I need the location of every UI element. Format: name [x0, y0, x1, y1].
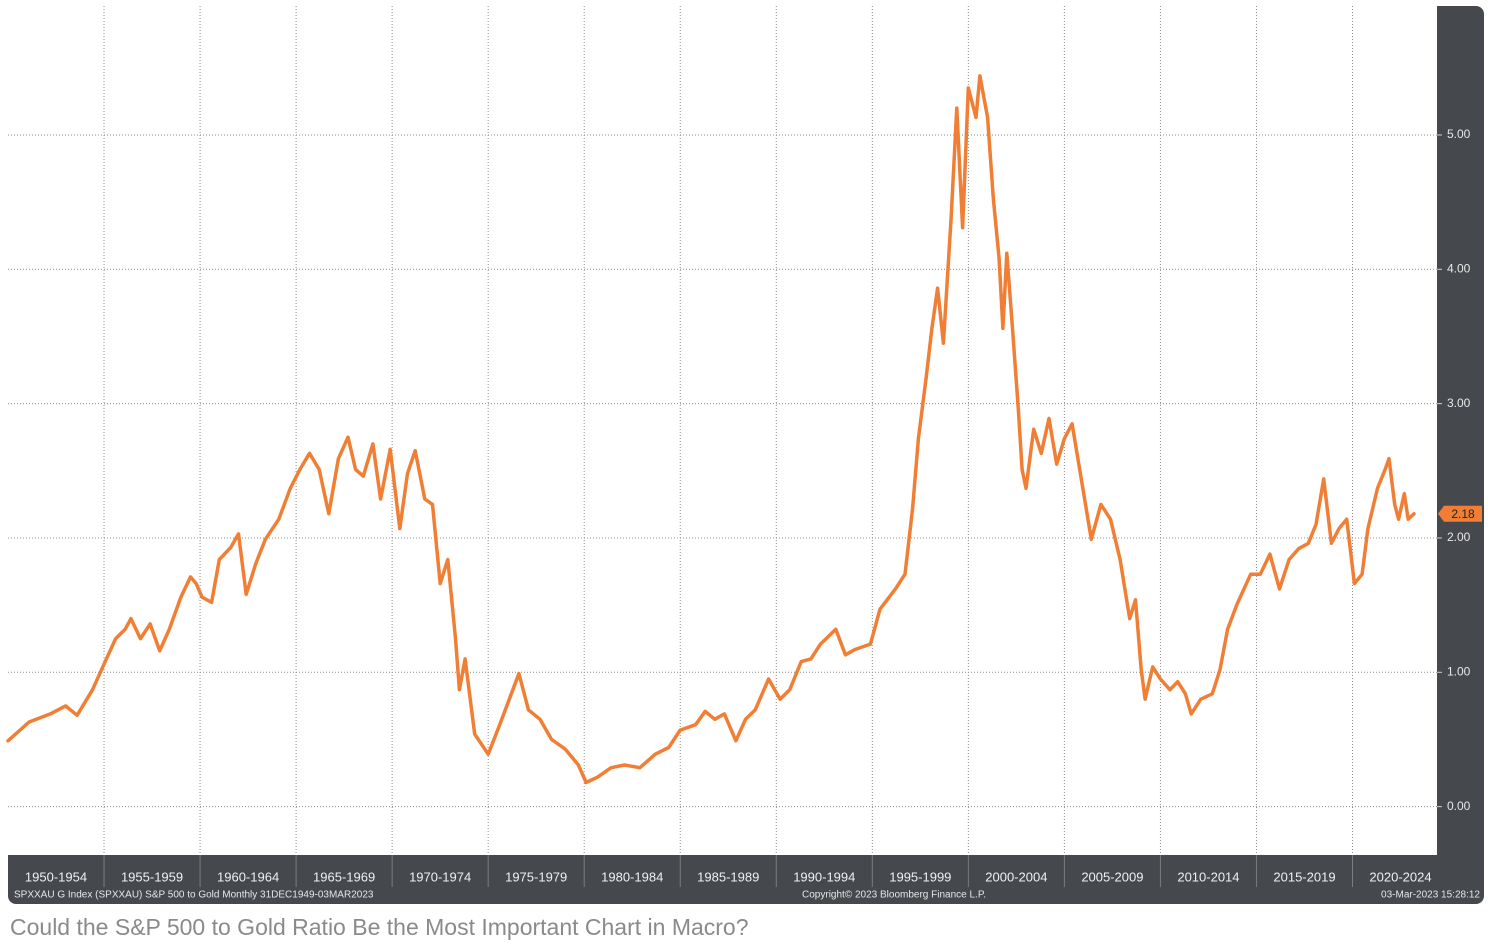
x-tick-label: 2020-2024: [1369, 869, 1431, 884]
x-tick-label: 1950-1954: [25, 869, 87, 884]
x-tick-label: 1980-1984: [601, 869, 663, 884]
y-tick-label: 3.00: [1447, 396, 1471, 410]
y-tick-label: 5.00: [1447, 127, 1471, 141]
y-tick-label: 1.00: [1447, 664, 1471, 678]
x-tick-label: 2005-2009: [1081, 869, 1143, 884]
footer-right: 03-Mar-2023 15:28:12: [1381, 890, 1480, 901]
x-tick-label: 2015-2019: [1273, 869, 1335, 884]
y-tick-label: 2.00: [1447, 530, 1471, 544]
x-tick-label: 1975-1979: [505, 869, 567, 884]
x-tick-label: 2010-2014: [1177, 869, 1239, 884]
x-tick-label: 1960-1964: [217, 869, 279, 884]
plot-area: [8, 6, 1437, 855]
chart: SPXXAU G Index (SPXXAU) S&P 500 to Gold …: [6, 6, 1484, 904]
last-value-box: [1438, 505, 1482, 522]
x-tick-label: 2000-2004: [985, 869, 1047, 884]
caption: Could the S&P 500 to Gold Ratio Be the M…: [10, 914, 749, 940]
x-tick-label: 1990-1994: [793, 869, 855, 884]
x-tick-label: 1985-1989: [697, 869, 759, 884]
last-value-label: 2.18: [1451, 507, 1475, 521]
footer-center: Copyright© 2023 Bloomberg Finance L.P.: [802, 890, 986, 901]
x-tick-label: 1955-1959: [121, 869, 183, 884]
y-tick-label: 4.00: [1447, 261, 1471, 275]
y-tick-label: 0.00: [1447, 799, 1471, 813]
x-tick-label: 1995-1999: [889, 869, 951, 884]
x-tick-label: 1965-1969: [313, 869, 375, 884]
line-series: [6, 74, 1416, 785]
footer-left: SPXXAU G Index (SPXXAU) S&P 500 to Gold …: [14, 890, 374, 901]
x-tick-label: 1970-1974: [409, 869, 471, 884]
